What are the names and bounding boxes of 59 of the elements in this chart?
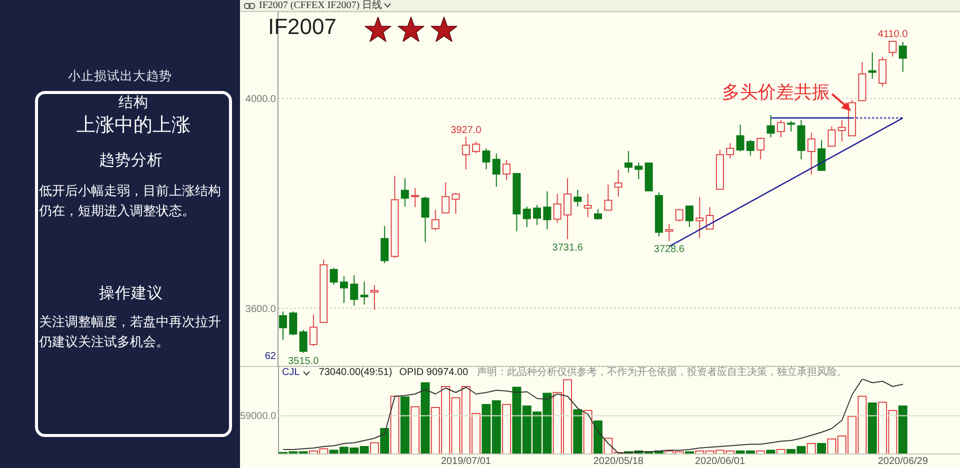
text: 关注调整幅度，若盘中再次拉升仍建议关注试多机会。 (39, 313, 222, 351)
text: 结构 (118, 95, 150, 112)
bar (390, 396, 400, 454)
annotation: 3731.6 (552, 242, 584, 254)
candlestick (543, 190, 552, 230)
text: IF2007 (CFFEX IF2007) 日线 (259, 0, 382, 11)
bar (573, 409, 582, 454)
annotation: 多头价差共振 (722, 82, 830, 102)
candlestick (492, 153, 500, 188)
x-tick-label: 2020/05/18 (593, 456, 644, 468)
x-tick-label: 2020/06/29 (878, 456, 928, 468)
y-tick-label: 3600.0 (245, 304, 276, 315)
candlestick (624, 150, 632, 173)
bar (400, 396, 410, 454)
candlestick (726, 142, 734, 159)
candlestick (766, 114, 775, 138)
text: 操作建议 (98, 285, 164, 304)
candlestick (584, 193, 592, 218)
bar (594, 420, 602, 454)
candlestick (696, 196, 704, 239)
candlestick (411, 188, 420, 208)
y-tick-label: 4000.0 (245, 94, 276, 106)
candlestick (838, 120, 846, 142)
annotation: 4110.0 (878, 28, 908, 40)
text: 上涨中的上涨 (76, 115, 192, 138)
bar (806, 443, 816, 454)
bar (370, 442, 379, 454)
bar (898, 406, 908, 454)
candlestick (564, 178, 572, 240)
x-tick-label: 2019/07/01 (440, 456, 492, 468)
text: 声明：此品种分析仅供参考，不作为开仓依据，投资者应自主决策，独立承担风险。 (477, 367, 848, 379)
text: 59000.0 (240, 411, 276, 422)
text: CJL (282, 367, 300, 379)
text: 趋势分析 (98, 152, 164, 171)
text: 低开后小幅走弱，目前上涨结构仍在，短期进入调整状态。 (39, 182, 222, 220)
bar (776, 449, 786, 454)
annotation: 3515.0 (288, 356, 320, 367)
bar (817, 443, 826, 454)
candlestick (614, 169, 622, 198)
bar (868, 402, 877, 454)
annotation: 3927.0 (450, 124, 482, 136)
candlestick (553, 193, 562, 224)
candlestick (400, 178, 409, 208)
text: 小止损试出大趋势 (67, 69, 173, 84)
annotation: 3728.6 (654, 244, 685, 255)
bar (380, 428, 390, 454)
bar (410, 406, 420, 454)
candlestick (370, 284, 378, 310)
text: 62 (264, 351, 276, 362)
candlestick (360, 281, 368, 306)
chart-title: IF2007 (268, 14, 336, 39)
bar (502, 404, 512, 454)
x-tick-label: 2020/06/01 (694, 456, 746, 468)
text: 73040.00(49:51) (318, 367, 392, 379)
candlestick (797, 120, 806, 160)
candlestick (807, 132, 816, 176)
bar (420, 382, 430, 454)
text: OPID 90974.00 (399, 367, 468, 379)
bar (583, 410, 592, 454)
